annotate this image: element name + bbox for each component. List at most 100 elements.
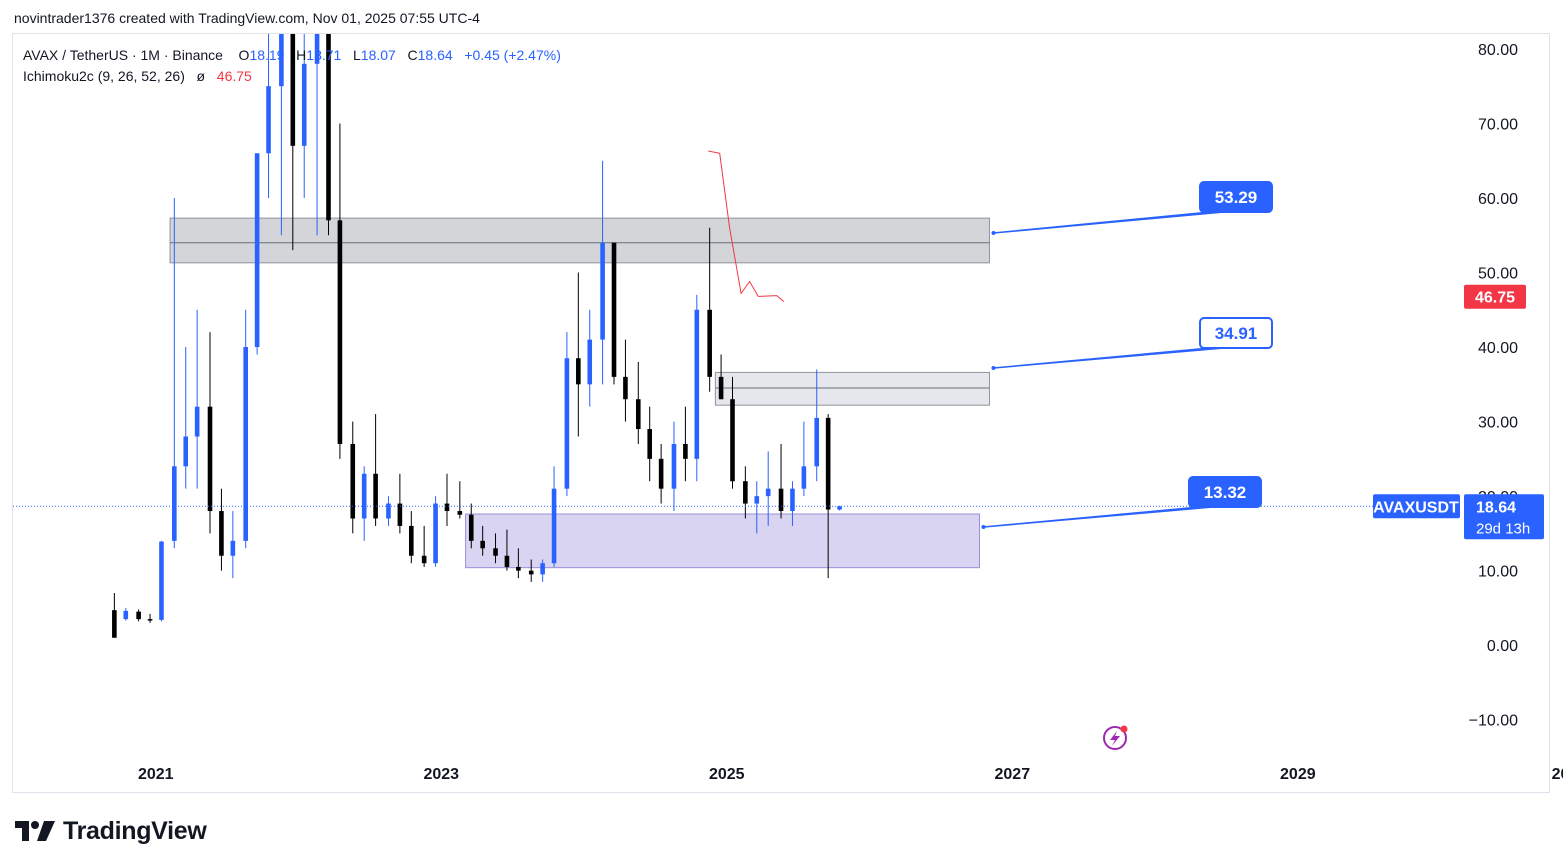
candle-body[interactable]	[730, 399, 735, 482]
plot-area[interactable]	[112, 0, 990, 638]
candle-body[interactable]	[801, 466, 807, 489]
candle-body[interactable]	[159, 541, 164, 620]
candle-body[interactable]	[814, 417, 820, 467]
demand-zone-callout[interactable]	[1188, 476, 1262, 508]
supply-zone-upper-callout-label: 53.29	[1215, 188, 1258, 207]
symbol-info: AVAX / TetherUS · 1M · Binance	[23, 47, 223, 63]
indicator-price-tag-value: 46.75	[1475, 290, 1515, 307]
candle-body[interactable]	[837, 506, 842, 510]
last-price-tag	[1464, 494, 1544, 540]
supply-zone-upper[interactable]	[169, 217, 990, 264]
candle-body[interactable]	[112, 610, 117, 638]
chart-legend: AVAX / TetherUS · 1M · Binance O18.19 H1…	[23, 45, 561, 87]
candle-body[interactable]	[493, 548, 498, 556]
candle-body[interactable]	[635, 399, 641, 430]
supply-zone-upper-callout[interactable]	[1199, 181, 1273, 213]
open-label: O	[238, 47, 250, 63]
supply-zone-middle-callout-pointer	[993, 347, 1225, 369]
y-tick-label: 60.00	[1478, 191, 1518, 208]
candle-body[interactable]	[778, 488, 784, 512]
candle-body[interactable]	[433, 503, 438, 564]
candle-body[interactable]	[243, 347, 248, 541]
demand-zone[interactable]	[465, 513, 980, 569]
candle-body[interactable]	[279, 12, 284, 87]
candle-body[interactable]	[219, 511, 224, 556]
symbol-legend-row[interactable]: AVAX / TetherUS · 1M · Binance O18.19 H1…	[23, 45, 561, 66]
indicator-name: Ichimoku2c (9, 26, 52, 26)	[23, 68, 185, 84]
candle-body[interactable]	[564, 358, 570, 489]
candle-body[interactable]	[314, 12, 320, 64]
supply-zone-middle[interactable]	[714, 371, 990, 406]
candle-body[interactable]	[326, 12, 331, 221]
candle-body[interactable]	[718, 376, 724, 400]
y-tick-label: 10.00	[1478, 564, 1518, 581]
open-value: 18.19	[249, 47, 285, 63]
low-value: 18.07	[360, 47, 396, 63]
candle-body[interactable]	[587, 339, 593, 385]
candle-body[interactable]	[194, 406, 200, 437]
last-price-tag-value: 18.64	[1476, 499, 1516, 516]
x-tick-label: 2025	[709, 766, 745, 783]
candle-body[interactable]	[266, 86, 271, 154]
candle-body[interactable]	[528, 570, 534, 575]
candle-body[interactable]	[576, 358, 581, 385]
candle-body[interactable]	[611, 242, 617, 377]
candle-body[interactable]	[694, 309, 700, 459]
candle-body[interactable]	[551, 488, 557, 564]
y-tick-label: 0.00	[1487, 638, 1518, 655]
candle-body[interactable]	[683, 443, 688, 459]
candle-body[interactable]	[480, 540, 485, 549]
candle-body[interactable]	[647, 429, 653, 459]
supply-zone-middle-callout[interactable]	[1199, 317, 1273, 349]
candle-body[interactable]	[408, 525, 414, 556]
candle-body[interactable]	[825, 417, 831, 510]
candle-body[interactable]	[468, 514, 474, 541]
candle-body[interactable]	[290, 12, 296, 146]
lightning-badge-icon[interactable]	[1103, 725, 1128, 750]
candle-body[interactable]	[504, 555, 510, 567]
x-tick-label: 2023	[423, 766, 459, 783]
candle-body[interactable]	[350, 443, 356, 519]
candle-body[interactable]	[457, 511, 463, 515]
candle-body[interactable]	[754, 496, 760, 504]
candle-body[interactable]	[540, 563, 545, 575]
candle-body[interactable]	[361, 473, 367, 519]
candle-body[interactable]	[254, 153, 260, 348]
candle-body[interactable]	[397, 503, 403, 526]
y-tick-label: 50.00	[1478, 266, 1518, 283]
candle-body[interactable]	[337, 220, 343, 444]
y-tick-label: 80.00	[1478, 42, 1518, 59]
candle-body[interactable]	[623, 376, 628, 400]
candle-body[interactable]	[301, 63, 307, 146]
close-value: 18.64	[417, 47, 453, 63]
candle-body[interactable]	[207, 406, 213, 512]
indicator-legend-row[interactable]: Ichimoku2c (9, 26, 52, 26) ø 46.75	[23, 66, 561, 87]
candle-body[interactable]	[671, 443, 677, 489]
candle-body[interactable]	[790, 488, 795, 512]
candle-body[interactable]	[765, 488, 771, 497]
candle-body[interactable]	[707, 309, 712, 377]
candle-body[interactable]	[444, 503, 450, 512]
candle-body[interactable]	[386, 503, 391, 519]
last-price-countdown: 29d 13h	[1476, 520, 1530, 537]
candle-body[interactable]	[373, 473, 378, 519]
indicator-value: 46.75	[216, 68, 252, 84]
candle-body[interactable]	[123, 610, 129, 620]
candle-body[interactable]	[230, 540, 236, 556]
candle-body[interactable]	[743, 481, 748, 504]
candle-body[interactable]	[421, 555, 427, 564]
candle-body[interactable]	[658, 458, 664, 489]
demand-zone-callout-pointer	[983, 506, 1214, 528]
close-label: C	[407, 47, 418, 63]
candle-body[interactable]	[147, 619, 153, 621]
candle-body[interactable]	[136, 611, 141, 620]
candle-body[interactable]	[516, 566, 521, 571]
lightning-badge-bolt	[1110, 731, 1120, 746]
candle-body[interactable]	[600, 242, 605, 340]
demand-zone-callout-anchor	[981, 525, 986, 529]
tradingview-logo[interactable]: TradingView	[15, 815, 207, 847]
supply-zone-middle-callout-label: 34.91	[1215, 324, 1258, 343]
candle-body[interactable]	[183, 436, 189, 467]
candle-body[interactable]	[172, 466, 177, 541]
